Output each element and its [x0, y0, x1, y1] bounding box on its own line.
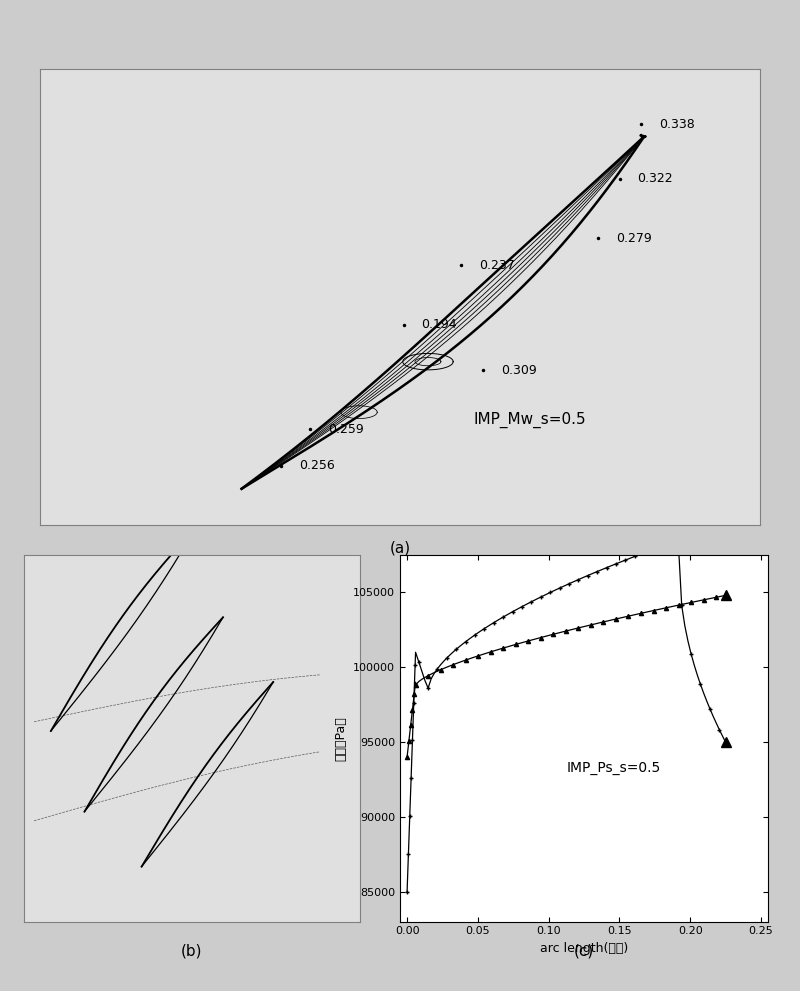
Text: 0.338: 0.338: [659, 118, 695, 131]
Text: 0.259: 0.259: [328, 423, 364, 436]
Text: 0.279: 0.279: [616, 232, 652, 245]
Text: (b): (b): [182, 943, 202, 958]
Text: 0.256: 0.256: [299, 460, 335, 473]
X-axis label: arc length(弧长): arc length(弧长): [540, 942, 628, 955]
Text: 0.322: 0.322: [638, 172, 674, 185]
Text: IMP_Ps_s=0.5: IMP_Ps_s=0.5: [566, 761, 661, 775]
Y-axis label: 简压（Pa）: 简压（Pa）: [334, 716, 347, 761]
Text: 0.309: 0.309: [501, 364, 537, 377]
Text: (c): (c): [574, 943, 594, 958]
Text: 0.194: 0.194: [422, 318, 458, 331]
Text: 0.237: 0.237: [479, 259, 515, 272]
Text: IMP_Mw_s=0.5: IMP_Mw_s=0.5: [474, 412, 586, 428]
Text: (a): (a): [390, 540, 410, 555]
